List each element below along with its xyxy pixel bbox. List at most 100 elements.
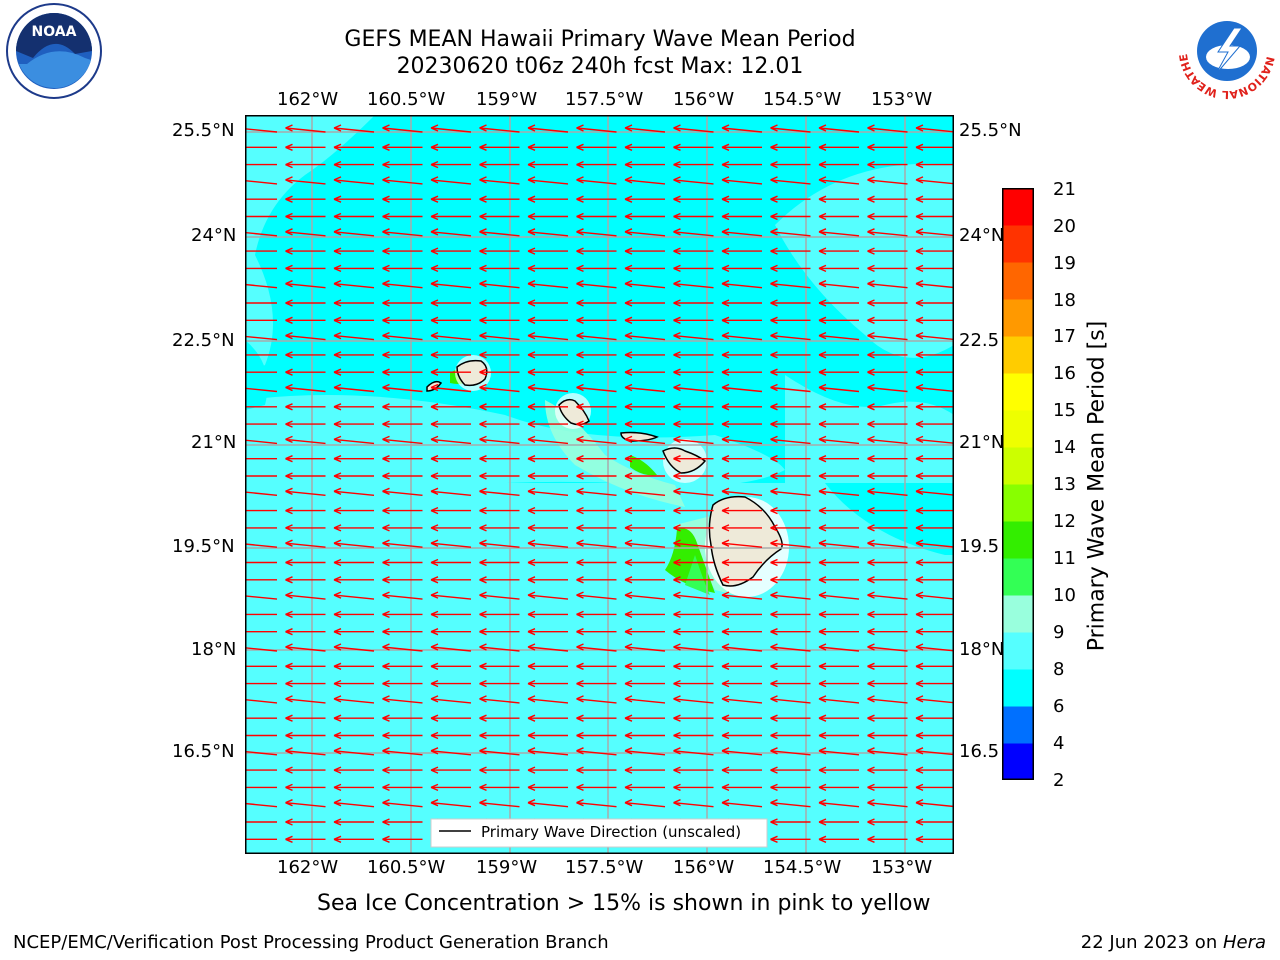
wave-arrow [721, 435, 763, 445]
wave-arrow [285, 576, 326, 584]
wave-arrow [382, 176, 423, 185]
wave-arrow [285, 212, 326, 221]
wave-arrow [770, 818, 811, 826]
wave-arrow [527, 643, 569, 652]
wave-arrow [382, 591, 423, 600]
wave-arrow [721, 212, 762, 221]
wave-arrow [333, 835, 374, 843]
wave-arrow [818, 264, 859, 273]
wave-arrow [770, 331, 811, 341]
wave-arrow [721, 731, 762, 740]
wave-arrow [721, 643, 763, 652]
wave-arrow [382, 264, 423, 273]
wave-arrow [624, 539, 666, 548]
wave-arrow [527, 487, 569, 496]
wave-arrow [673, 747, 714, 756]
wave-arrow [673, 420, 714, 428]
wave-arrow [527, 228, 569, 237]
wave-arrow [915, 506, 956, 515]
wave-arrow [915, 472, 956, 480]
wave-arrow [527, 124, 569, 133]
wave-arrow [527, 264, 568, 273]
wave-arrow [479, 124, 520, 133]
wave-arrow [333, 591, 375, 600]
wave-arrow [527, 247, 568, 255]
wave-arrow [382, 539, 423, 548]
wave-arrow [479, 176, 520, 185]
wave-arrow [770, 506, 811, 515]
wave-arrow [576, 212, 617, 221]
colorbar-segment [1002, 373, 1034, 411]
wave-arrow [624, 280, 666, 289]
wave-arrow [818, 576, 859, 584]
wave-arrow [818, 195, 859, 203]
wave-arrow [770, 212, 811, 221]
wave-arrow [818, 591, 860, 600]
lat-tick-left: 19.5°N [172, 536, 235, 557]
wave-arrow [382, 662, 423, 670]
wave-arrow [915, 368, 956, 376]
wave-arrow [527, 368, 568, 376]
wave-arrow [915, 176, 957, 185]
wave-arrow [624, 383, 666, 393]
colorbar-segment [1002, 669, 1034, 707]
wave-arrow [721, 368, 762, 376]
wave-arrow [673, 610, 714, 619]
wave-arrow [285, 383, 326, 393]
wave-arrow [673, 714, 714, 722]
wave-arrow [818, 228, 860, 237]
wave-arrow [285, 228, 326, 237]
wave-arrow [527, 435, 569, 445]
wave-arrow [430, 591, 472, 600]
wave-arrow [721, 316, 762, 324]
wave-arrow [818, 435, 860, 445]
wave-arrow [624, 679, 665, 688]
wave-arrow [721, 403, 762, 411]
wave-arrow [673, 212, 714, 221]
colorbar-segment [1002, 225, 1034, 263]
wave-arrow [867, 679, 908, 688]
colorbar-svg [1002, 188, 1034, 781]
wave-arrow [721, 524, 762, 532]
wave-arrow [285, 783, 326, 792]
wave-arrow [624, 455, 665, 463]
wave-arrow [770, 643, 811, 652]
wave-arrow [285, 316, 326, 324]
wave-arrow [867, 539, 908, 548]
wave-arrow [430, 610, 471, 619]
wave-arrow [333, 576, 374, 584]
wave-arrow [285, 247, 326, 255]
wave-arrow [818, 731, 859, 740]
wave-arrow [382, 818, 423, 826]
wave-arrow [915, 316, 956, 324]
wave-arrow [576, 679, 617, 688]
wave-arrow [624, 558, 665, 567]
wave-arrow [721, 299, 762, 307]
wave-arrow [382, 195, 423, 203]
wave-arrow [430, 316, 471, 324]
wave-arrow [818, 487, 860, 496]
period-region [825, 483, 954, 555]
wave-arrow [382, 731, 423, 740]
wave-arrow [770, 383, 811, 393]
wave-arrow [915, 783, 956, 792]
wave-arrow [867, 383, 908, 393]
wave-arrow [430, 160, 471, 169]
wave-arrow [333, 610, 374, 619]
wave-arrow [721, 176, 763, 185]
wave-arrow [576, 643, 617, 652]
wave-arrow [333, 143, 374, 151]
island-oahu [558, 398, 590, 426]
noaa-logo-text: NOAA [32, 24, 77, 40]
wave-arrow [770, 435, 811, 445]
wave-arrow [915, 299, 956, 307]
wave-arrow [624, 368, 665, 376]
wave-arrow [770, 143, 811, 151]
lon-tick-bottom: 156°W [673, 857, 735, 878]
wave-arrow [333, 472, 374, 480]
wave-arrow [673, 351, 714, 359]
wave-arrow [915, 799, 957, 808]
colorbar-tick: 13 [1053, 474, 1076, 495]
wave-arrow [770, 195, 811, 203]
wave-arrow [576, 747, 617, 756]
